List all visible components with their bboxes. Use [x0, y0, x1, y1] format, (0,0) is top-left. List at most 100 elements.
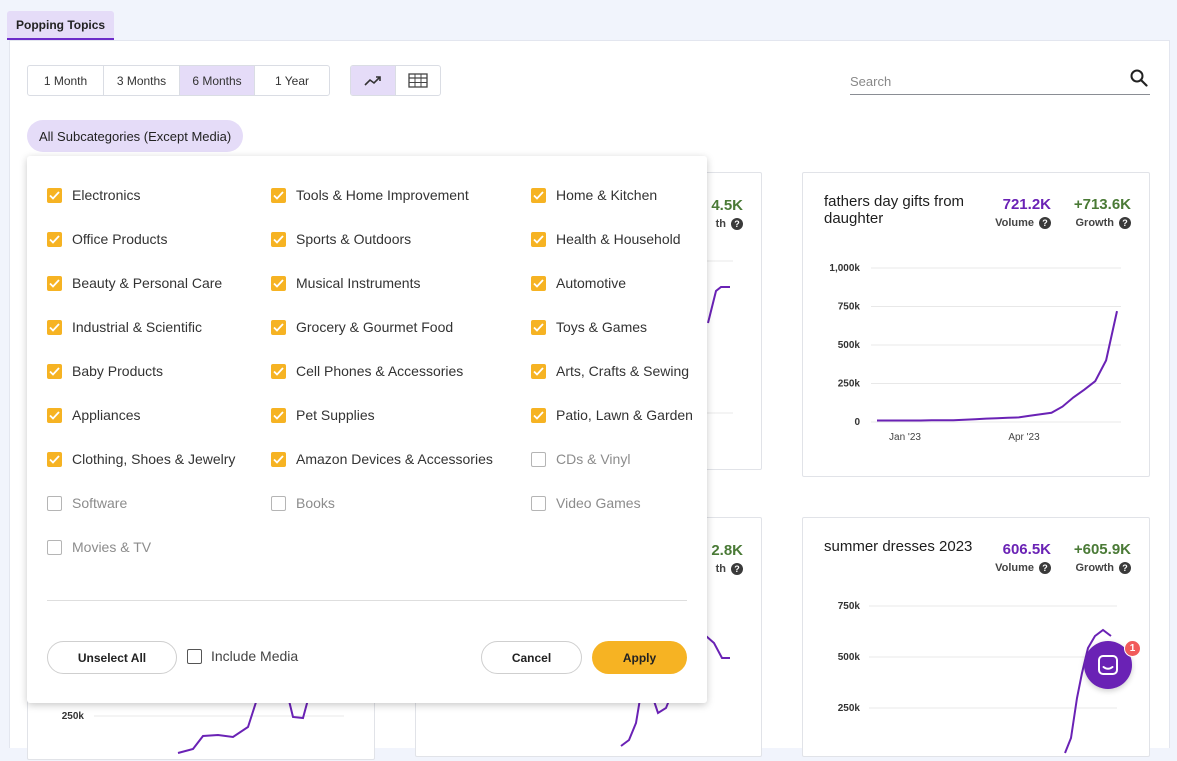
subcategory-label: Appliances: [72, 407, 141, 423]
include-media-label: Include Media: [211, 648, 299, 664]
checkbox-icon: [47, 495, 62, 511]
checkbox-checked-icon: [531, 275, 546, 291]
help-icon[interactable]: ?: [1119, 217, 1131, 229]
trend-line: [877, 310, 1118, 422]
card-title: summer dresses 2023: [824, 538, 973, 555]
volume-label: Volume: [995, 217, 1034, 229]
y-tick-label: 750k: [838, 302, 861, 313]
growth-value: 4.5K: [711, 197, 743, 214]
subcategory-checkbox[interactable]: Appliances: [47, 405, 141, 425]
unselect-all-button[interactable]: Unselect All: [47, 641, 177, 674]
topic-card-fathers-day[interactable]: fathers day gifts from daughter 721.2K V…: [802, 172, 1150, 477]
subcategory-checkbox[interactable]: Movies & TV: [47, 537, 151, 557]
subcategory-filter-chip[interactable]: All Subcategories (Except Media): [27, 120, 244, 152]
checkbox-checked-icon: [47, 451, 62, 467]
checkbox-checked-icon: [531, 407, 546, 423]
growth-value: +605.9K: [1073, 541, 1131, 558]
period-1-year-button[interactable]: 1 Year: [274, 73, 310, 88]
subcategory-checkbox[interactable]: Toys & Games: [531, 317, 647, 337]
y-tick-label: 500k: [838, 340, 861, 351]
y-tick-label: 0: [854, 417, 860, 428]
subcategory-checkbox[interactable]: Grocery & Gourmet Food: [271, 317, 453, 337]
y-tick-label: 750k: [838, 601, 861, 612]
period-6-months-button[interactable]: 6 Months: [180, 66, 255, 95]
subcategory-checkbox[interactable]: Cell Phones & Accessories: [271, 361, 463, 381]
subcategory-checkbox[interactable]: Software: [47, 493, 127, 513]
checkbox-checked-icon: [271, 451, 286, 467]
help-icon[interactable]: ?: [1039, 217, 1051, 229]
checkbox-checked-icon: [531, 319, 546, 335]
apply-button[interactable]: Apply: [592, 641, 687, 674]
subcategory-label: Video Games: [556, 495, 641, 511]
subcategory-label: CDs & Vinyl: [556, 451, 631, 467]
checkbox-icon: [47, 539, 62, 555]
subcategory-label: Health & Household: [556, 231, 681, 247]
subcategory-checkbox[interactable]: Beauty & Personal Care: [47, 273, 222, 293]
help-icon[interactable]: ?: [1119, 562, 1131, 574]
subcategory-label: Electronics: [72, 187, 141, 203]
help-icon[interactable]: ?: [731, 563, 743, 575]
subcategory-checkbox[interactable]: Musical Instruments: [271, 273, 420, 293]
subcategory-checkbox[interactable]: Industrial & Scientific: [47, 317, 202, 337]
trend-line: [707, 286, 730, 324]
subcategory-checkbox[interactable]: Home & Kitchen: [531, 185, 657, 205]
tab-bar: Popping Topics: [0, 0, 1177, 40]
include-media-checkbox[interactable]: Include Media: [187, 648, 298, 664]
cancel-button[interactable]: Cancel: [481, 641, 582, 674]
checkbox-icon: [531, 495, 546, 511]
checkbox-checked-icon: [271, 407, 286, 423]
subcategory-label: Sports & Outdoors: [296, 231, 412, 247]
help-icon[interactable]: ?: [731, 218, 743, 230]
subcategory-checkbox[interactable]: Books: [271, 493, 335, 513]
trend-line-icon: [364, 75, 381, 86]
volume-value: 721.2K: [1002, 196, 1051, 213]
search-icon[interactable]: [1130, 69, 1148, 87]
trend-chart: 0 250k 500k 750k 1,000k Jan '23 Apr '23: [829, 263, 1121, 443]
subcategory-checkbox[interactable]: Pet Supplies: [271, 405, 375, 425]
divider: [47, 600, 687, 601]
chart-view-button[interactable]: [351, 66, 396, 95]
table-view-button[interactable]: [396, 66, 441, 95]
y-tick-label: 500k: [838, 652, 861, 663]
checkbox-checked-icon: [531, 363, 546, 379]
checkbox-checked-icon: [271, 363, 286, 379]
checkbox-checked-icon: [531, 231, 546, 247]
period-3-months-button[interactable]: 3 Months: [104, 66, 180, 95]
subcategory-checkbox[interactable]: Office Products: [47, 229, 167, 249]
checkbox-checked-icon: [271, 275, 286, 291]
tab-popping-topics[interactable]: Popping Topics: [7, 11, 115, 40]
checkbox-checked-icon: [47, 231, 62, 247]
topic-card-summer-dresses[interactable]: summer dresses 2023 606.5K Volume ? +605…: [802, 517, 1150, 757]
search-input[interactable]: [850, 72, 1120, 90]
period-selector: 1 Month 3 Months 6 Months 1 Year: [27, 65, 330, 96]
subcategory-checkbox[interactable]: Arts, Crafts & Sewing: [531, 361, 689, 381]
subcategory-label: Beauty & Personal Care: [72, 275, 223, 291]
subcategory-checkbox[interactable]: Patio, Lawn & Garden: [531, 405, 693, 425]
volume-label: Volume: [995, 562, 1034, 574]
x-tick-label: Jan '23: [889, 432, 921, 443]
subcategory-checkbox[interactable]: Video Games: [531, 493, 641, 513]
y-tick-label: 250k: [838, 703, 861, 714]
table-grid-icon: [408, 73, 428, 88]
subcategory-checkbox[interactable]: Amazon Devices & Accessories: [271, 449, 493, 469]
growth-label: th: [715, 218, 726, 230]
subcategory-checkbox[interactable]: Sports & Outdoors: [271, 229, 411, 249]
subcategory-checkbox[interactable]: Electronics: [47, 185, 140, 205]
trend-line: [177, 674, 314, 754]
subcategory-checkbox[interactable]: Baby Products: [47, 361, 163, 381]
subcategory-checkbox[interactable]: Tools & Home Improvement: [271, 185, 469, 205]
view-toggle: [350, 65, 441, 96]
subcategory-label: Automotive: [556, 275, 627, 291]
subcategory-checkbox[interactable]: Clothing, Shoes & Jewelry: [47, 449, 235, 469]
subcategory-checkbox[interactable]: Health & Household: [531, 229, 681, 249]
y-tick-label: 250k: [838, 379, 861, 390]
period-1-month-button[interactable]: 1 Month: [28, 66, 104, 95]
subcategory-label: Home & Kitchen: [556, 187, 658, 203]
growth-value: 2.8K: [711, 542, 743, 559]
subcategory-checkbox[interactable]: Automotive: [531, 273, 626, 293]
subcategory-checkbox[interactable]: CDs & Vinyl: [531, 449, 630, 469]
x-tick-label: Apr '23: [1008, 432, 1040, 443]
chat-icon: [1098, 655, 1118, 675]
subcategory-dropdown: Electronics Tools & Home Improvement Home …: [27, 156, 707, 703]
help-icon[interactable]: ?: [1039, 562, 1051, 574]
